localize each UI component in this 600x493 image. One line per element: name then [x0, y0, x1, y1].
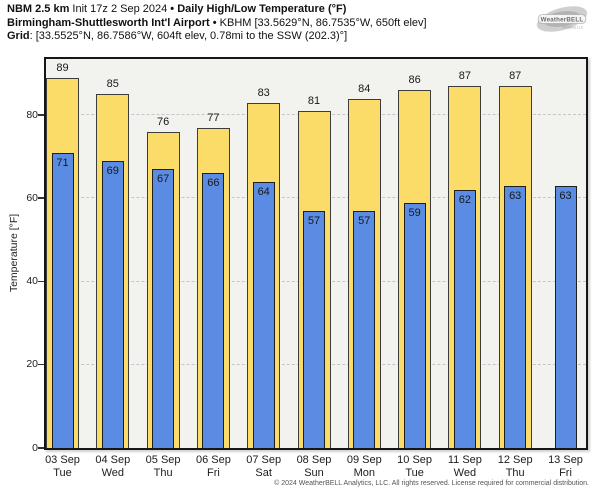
y-tick-label: 40: [26, 275, 38, 288]
y-tick-mark: [38, 447, 44, 449]
x-tick-label: 13 Sep Fri: [538, 454, 594, 480]
model-name: NBM 2.5 km: [7, 3, 70, 15]
low-value-label: 66: [207, 177, 220, 190]
x-tick-date: 13 Sep: [548, 454, 583, 466]
logo-subtext: Analytics LLC: [563, 26, 584, 30]
bar-low: [504, 185, 527, 448]
bar-low: [303, 210, 325, 448]
x-tick-date: 09 Sep: [346, 454, 382, 466]
bar-low: [453, 190, 476, 448]
x-tick-day: Tue: [53, 467, 72, 479]
x-tick-date: 10 Sep: [397, 454, 433, 466]
low-value-label: 67: [156, 173, 170, 186]
high-value-label: 76: [156, 115, 170, 128]
product-title: Daily High/Low Temperature (°F): [177, 3, 347, 15]
x-tick-date: 04 Sep: [95, 454, 131, 466]
bar-low: [101, 160, 124, 448]
high-value-label: 81: [307, 95, 321, 108]
x-tick-date: 06 Sep: [195, 454, 231, 466]
high-value-label: 86: [408, 74, 421, 87]
low-value-label: 63: [559, 189, 572, 202]
high-value-label: 87: [458, 70, 472, 83]
high-value-label: 83: [257, 86, 270, 99]
x-tick-date: 07 Sep: [246, 454, 282, 466]
y-tick-label: 0: [32, 441, 38, 454]
high-value-label: 77: [207, 111, 220, 124]
low-value-label: 63: [509, 189, 522, 202]
low-value-label: 57: [307, 214, 321, 227]
low-value-label: 62: [458, 194, 472, 207]
y-tick-label: 20: [26, 358, 38, 371]
x-tick-label: 11 Sep Wed: [437, 454, 493, 480]
station-name: Birmingham-Shuttlesworth Int'l Airport: [7, 16, 210, 29]
bar-low: [554, 185, 577, 448]
bar-low: [252, 181, 275, 448]
x-tick-day: Sun: [304, 467, 324, 479]
bar-low: [51, 152, 74, 448]
x-tick-label: 08 Sep Sun: [286, 454, 342, 480]
bar-low: [202, 173, 225, 448]
x-tick-date: 05 Sep: [145, 454, 181, 466]
x-tick-label: 07 Sep Sat: [236, 454, 292, 480]
x-tick-label: 04 Sep Wed: [85, 454, 141, 480]
y-tick-label: 60: [26, 191, 38, 204]
y-tick-mark: [38, 280, 44, 283]
header-line-1: NBM 2.5 km Init 17z 2 Sep 2024 • Daily H…: [7, 3, 427, 17]
y-tick-label: 80: [26, 108, 38, 121]
x-tick-day: Wed: [453, 467, 477, 479]
low-value-label: 57: [358, 214, 371, 227]
bar-low: [152, 169, 175, 448]
y-tick-mark: [38, 114, 44, 116]
x-tick-day: Mon: [353, 467, 375, 479]
copyright-footer: © 2024 WeatherBELL Analytics, LLC. All r…: [274, 480, 589, 487]
high-value-label: 84: [358, 82, 371, 95]
x-tick-label: 05 Sep Thu: [135, 454, 191, 480]
low-value-label: 59: [408, 206, 421, 219]
low-value-label: 71: [56, 156, 69, 169]
chart-header: NBM 2.5 km Init 17z 2 Sep 2024 • Daily H…: [7, 3, 427, 44]
grid-label: Grid: [7, 30, 30, 42]
logo-text-band: [537, 14, 587, 24]
bullet-separator: •: [212, 16, 217, 29]
x-tick-day: Fri: [206, 467, 220, 479]
bullet-separator: •: [170, 3, 175, 15]
x-tick-label: 12 Sep Thu: [487, 454, 543, 480]
y-tick-mark: [38, 363, 44, 366]
x-tick-day: Thu: [505, 467, 525, 479]
low-value-label: 69: [106, 164, 119, 177]
x-tick-label: 03 Sep Tue: [35, 454, 91, 480]
high-value-label: 87: [509, 70, 522, 83]
x-tick-date: 11 Sep: [447, 454, 482, 466]
high-value-label: 85: [106, 78, 119, 91]
y-tick-mark: [38, 197, 44, 199]
header-line-3: Grid: [33.5525°N, 86.7586°W, 604ft elev,…: [7, 30, 427, 44]
logo-wordmark: WeatherBELL: [541, 16, 584, 23]
weatherbell-logo: WeatherBELL Analytics LLC: [536, 6, 588, 32]
high-value-label: 89: [56, 61, 69, 74]
x-tick-date: 08 Sep: [296, 454, 332, 466]
x-tick-day: Thu: [153, 467, 173, 479]
station-details: KBHM [33.5629°N, 86.7535°W, 650ft elev]: [219, 16, 427, 29]
header-line-2: Birmingham-Shuttlesworth Int'l Airport •…: [7, 17, 427, 31]
x-tick-date: 03 Sep: [45, 454, 80, 466]
x-tick-label: 10 Sep Tue: [387, 454, 443, 480]
x-tick-day: Fri: [559, 467, 572, 479]
bar-low: [403, 202, 426, 448]
plot-area: 89 71 85 69 76 67 77 66 83 64 81 57 84 57 86 59 87 62 87 63…: [44, 57, 588, 450]
low-value-label: 64: [257, 185, 270, 198]
x-tick-label: 06 Sep Fri: [185, 454, 241, 480]
x-tick-date: 12 Sep: [497, 454, 533, 466]
grid-details: : [33.5525°N, 86.7586°W, 604ft elev, 0.7…: [29, 30, 348, 42]
bar-low: [353, 210, 376, 448]
init-time: Init 17z 2 Sep 2024: [72, 3, 168, 15]
x-tick-label: 09 Sep Mon: [336, 454, 392, 480]
x-tick-day: Tue: [405, 467, 424, 479]
x-tick-day: Sat: [255, 467, 272, 479]
x-tick-day: Wed: [101, 467, 124, 479]
